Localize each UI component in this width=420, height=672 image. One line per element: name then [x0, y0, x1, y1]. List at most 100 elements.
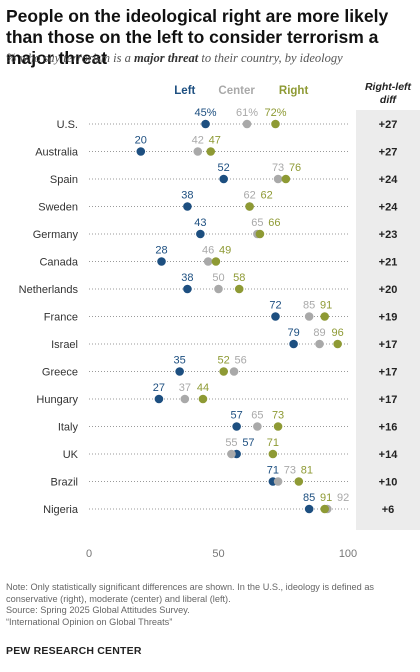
- right-dot: [271, 119, 280, 129]
- right-dot: [245, 202, 254, 211]
- country-label: Hungary: [36, 394, 78, 406]
- left-dot: [136, 147, 146, 156]
- center-dot: [242, 119, 252, 129]
- center-dot: [229, 367, 239, 376]
- center-value-label: 62: [243, 190, 255, 202]
- center-dot: [273, 174, 283, 184]
- center-value-label: 89: [313, 327, 325, 339]
- footnote-note: Note: Only statistically significant dif…: [6, 582, 375, 604]
- diff-value: +17: [379, 339, 398, 351]
- diff-value: +16: [379, 422, 398, 434]
- left-value-label: 57: [231, 410, 243, 422]
- right-dot: [255, 229, 265, 239]
- right-dot: [320, 504, 329, 514]
- center-dot: [253, 422, 262, 431]
- left-value-label: 43: [194, 217, 206, 229]
- country-label: U.S.: [57, 119, 78, 131]
- country-label: France: [44, 312, 78, 324]
- diff-column-background: [356, 110, 420, 530]
- diff-value: +6: [382, 504, 395, 516]
- diff-column-header: Right-left diff: [365, 81, 412, 106]
- left-value-label: 72: [269, 300, 281, 312]
- right-value-label: 66: [268, 217, 280, 229]
- center-value-label: 55: [225, 437, 237, 449]
- right-dot: [198, 394, 208, 404]
- x-tick-label: 50: [212, 548, 224, 560]
- right-dot: [281, 174, 291, 184]
- diff-value: +14: [379, 449, 399, 461]
- left-value-label: 38: [181, 272, 193, 284]
- left-value-label: 57: [242, 437, 254, 449]
- center-dot: [193, 147, 203, 156]
- left-value-label: 27: [153, 382, 165, 394]
- right-value-label: 91: [320, 492, 332, 504]
- left-dot: [232, 422, 241, 431]
- diff-value: +17: [379, 367, 398, 379]
- chart-subtitle: % who say terrorism is a major threat to…: [6, 51, 416, 66]
- country-label: Germany: [33, 229, 79, 241]
- country-label: Nigeria: [43, 504, 79, 516]
- center-value-label: 85: [303, 300, 315, 312]
- left-value-label: 20: [135, 135, 147, 147]
- right-value-label: 52: [218, 355, 230, 367]
- right-value-label: 58: [233, 272, 245, 284]
- right-dot: [333, 339, 342, 349]
- footnote-report: “International Opinion on Global Threats…: [6, 616, 173, 627]
- center-value-label: 73: [284, 465, 296, 477]
- center-value-label: 42: [192, 135, 204, 147]
- right-value-label: 76: [289, 162, 301, 174]
- center-dot: [214, 284, 223, 294]
- left-value-label: 45%: [195, 107, 217, 119]
- country-label: Brazil: [50, 477, 78, 489]
- subtitle-text-end: to their country, by ideology: [198, 51, 343, 65]
- diff-value: +24: [379, 174, 399, 186]
- right-dot: [211, 257, 221, 266]
- left-dot: [304, 504, 314, 514]
- center-value-label: 92: [337, 492, 349, 504]
- left-value-label: 35: [174, 355, 186, 367]
- right-dot: [234, 284, 244, 294]
- left-dot: [201, 119, 210, 129]
- center-dot: [315, 339, 324, 349]
- left-dot: [175, 367, 184, 376]
- diff-value: +23: [379, 229, 398, 241]
- country-label: Canada: [39, 257, 78, 269]
- right-value-label: 96: [332, 327, 344, 339]
- dot-plot-chart: Right-left diff Left Center Right 0 50 100 U.S. 4…: [19, 81, 420, 560]
- right-dot: [294, 477, 304, 486]
- diff-value: +20: [379, 284, 398, 296]
- right-dot: [273, 422, 283, 431]
- footnote-source: Source: Spring 2025 Global Attitudes Sur…: [6, 605, 190, 615]
- left-value-label: 28: [155, 245, 167, 257]
- country-label: Sweden: [38, 202, 78, 214]
- right-value-label: 71: [267, 437, 279, 449]
- left-dot: [183, 202, 192, 211]
- country-label: Australia: [35, 147, 79, 159]
- center-dot: [304, 312, 314, 321]
- left-dot: [157, 257, 166, 266]
- diff-value: +10: [379, 477, 398, 489]
- center-value-label: 37: [179, 382, 191, 394]
- left-dot: [271, 312, 280, 321]
- chart-title: People on the ideological right are more…: [6, 6, 389, 68]
- right-dot: [320, 312, 329, 321]
- center-dot: [180, 394, 190, 404]
- footnotes: Note: Only statistically significant dif…: [6, 582, 416, 628]
- left-dot: [183, 284, 192, 294]
- diff-value: +24: [379, 202, 399, 214]
- country-label: UK: [63, 449, 79, 461]
- diff-value: +19: [379, 312, 398, 324]
- left-dot: [154, 394, 164, 404]
- diff-value: +27: [379, 119, 398, 131]
- right-value-label: 44: [197, 382, 209, 394]
- center-value-label: 61%: [236, 107, 258, 119]
- right-value-label: 91: [320, 300, 332, 312]
- country-label: Spain: [50, 174, 78, 186]
- center-value-label: 50: [212, 272, 224, 284]
- left-value-label: 71: [267, 465, 279, 477]
- center-value-label: 46: [202, 245, 214, 257]
- country-label: Netherlands: [19, 284, 79, 296]
- x-tick-label: 100: [339, 548, 357, 560]
- country-label: Italy: [58, 422, 79, 434]
- right-value-label: 81: [301, 465, 313, 477]
